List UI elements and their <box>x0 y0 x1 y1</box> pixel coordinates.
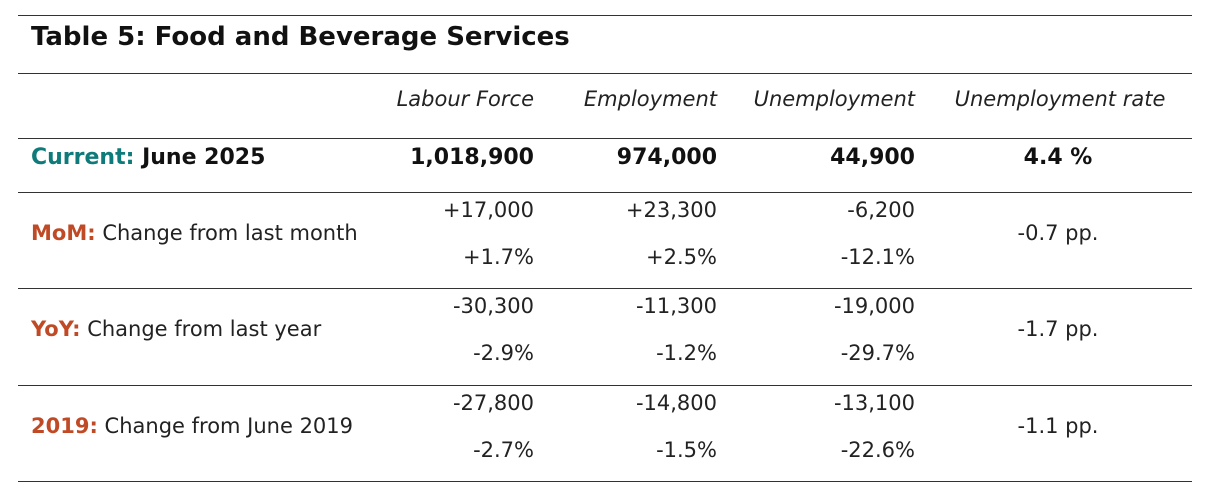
title-rule <box>18 73 1192 74</box>
mom-employment-pct: +2.5% <box>646 245 717 269</box>
y2019-unemployment-abs: -13,100 <box>833 391 915 415</box>
column-header-employment: Employment <box>583 87 717 111</box>
yoy-employment-abs: -11,300 <box>635 294 717 318</box>
current-label-prefix: Current: <box>31 145 135 170</box>
mom-labour-force-abs: +17,000 <box>442 198 534 222</box>
y2019-employment-abs: -14,800 <box>635 391 717 415</box>
current-labour-force: 1,018,900 <box>410 145 534 170</box>
y2019-row-label: 2019: Change from June 2019 <box>31 416 353 437</box>
current-unemployment: 44,900 <box>830 145 915 170</box>
top-rule <box>18 15 1192 16</box>
y2019-labour-force-abs: -27,800 <box>452 391 534 415</box>
column-header-labour-force: Labour Force <box>396 87 534 111</box>
bottom-rule <box>18 481 1192 482</box>
mom-row-label: MoM: Change from last month <box>31 223 358 244</box>
current-label-text: June 2025 <box>142 145 266 170</box>
current-employment: 974,000 <box>616 145 717 170</box>
y2019-label-text: Change from June 2019 <box>104 414 354 438</box>
y2019-labour-force-pct: -2.7% <box>473 438 534 462</box>
table-title: Table 5: Food and Beverage Services <box>31 22 570 52</box>
current-rule <box>18 192 1192 193</box>
mom-unemployment-rate: -0.7 pp. <box>1017 221 1099 245</box>
y2019-unemployment-rate: -1.1 pp. <box>1017 414 1099 438</box>
mom-unemployment-abs: -6,200 <box>847 198 915 222</box>
yoy-label-prefix: YoY: <box>31 317 81 341</box>
y2019-label-prefix: 2019: <box>31 414 98 438</box>
current-row-label: Current: June 2025 <box>31 147 265 169</box>
mom-label-prefix: MoM: <box>31 221 96 245</box>
mom-label-text: Change from last month <box>102 221 358 245</box>
yoy-rule <box>18 385 1192 386</box>
yoy-unemployment-abs: -19,000 <box>833 294 915 318</box>
yoy-label-text: Change from last year <box>87 317 322 341</box>
yoy-labour-force-pct: -2.9% <box>473 341 534 365</box>
header-rule <box>18 138 1192 139</box>
y2019-unemployment-pct: -22.6% <box>840 438 915 462</box>
mom-labour-force-pct: +1.7% <box>463 245 534 269</box>
y2019-employment-pct: -1.5% <box>656 438 717 462</box>
mom-employment-abs: +23,300 <box>625 198 717 222</box>
yoy-unemployment-rate: -1.7 pp. <box>1017 317 1099 341</box>
yoy-row-label: YoY: Change from last year <box>31 319 321 340</box>
yoy-labour-force-abs: -30,300 <box>452 294 534 318</box>
yoy-employment-pct: -1.2% <box>656 341 717 365</box>
current-unemployment-rate: 4.4 % <box>1023 145 1093 170</box>
column-header-unemployment-rate: Unemployment rate <box>954 87 1166 111</box>
mom-rule <box>18 288 1192 289</box>
yoy-unemployment-pct: -29.7% <box>840 341 915 365</box>
column-header-unemployment: Unemployment <box>753 87 915 111</box>
mom-unemployment-pct: -12.1% <box>840 245 915 269</box>
